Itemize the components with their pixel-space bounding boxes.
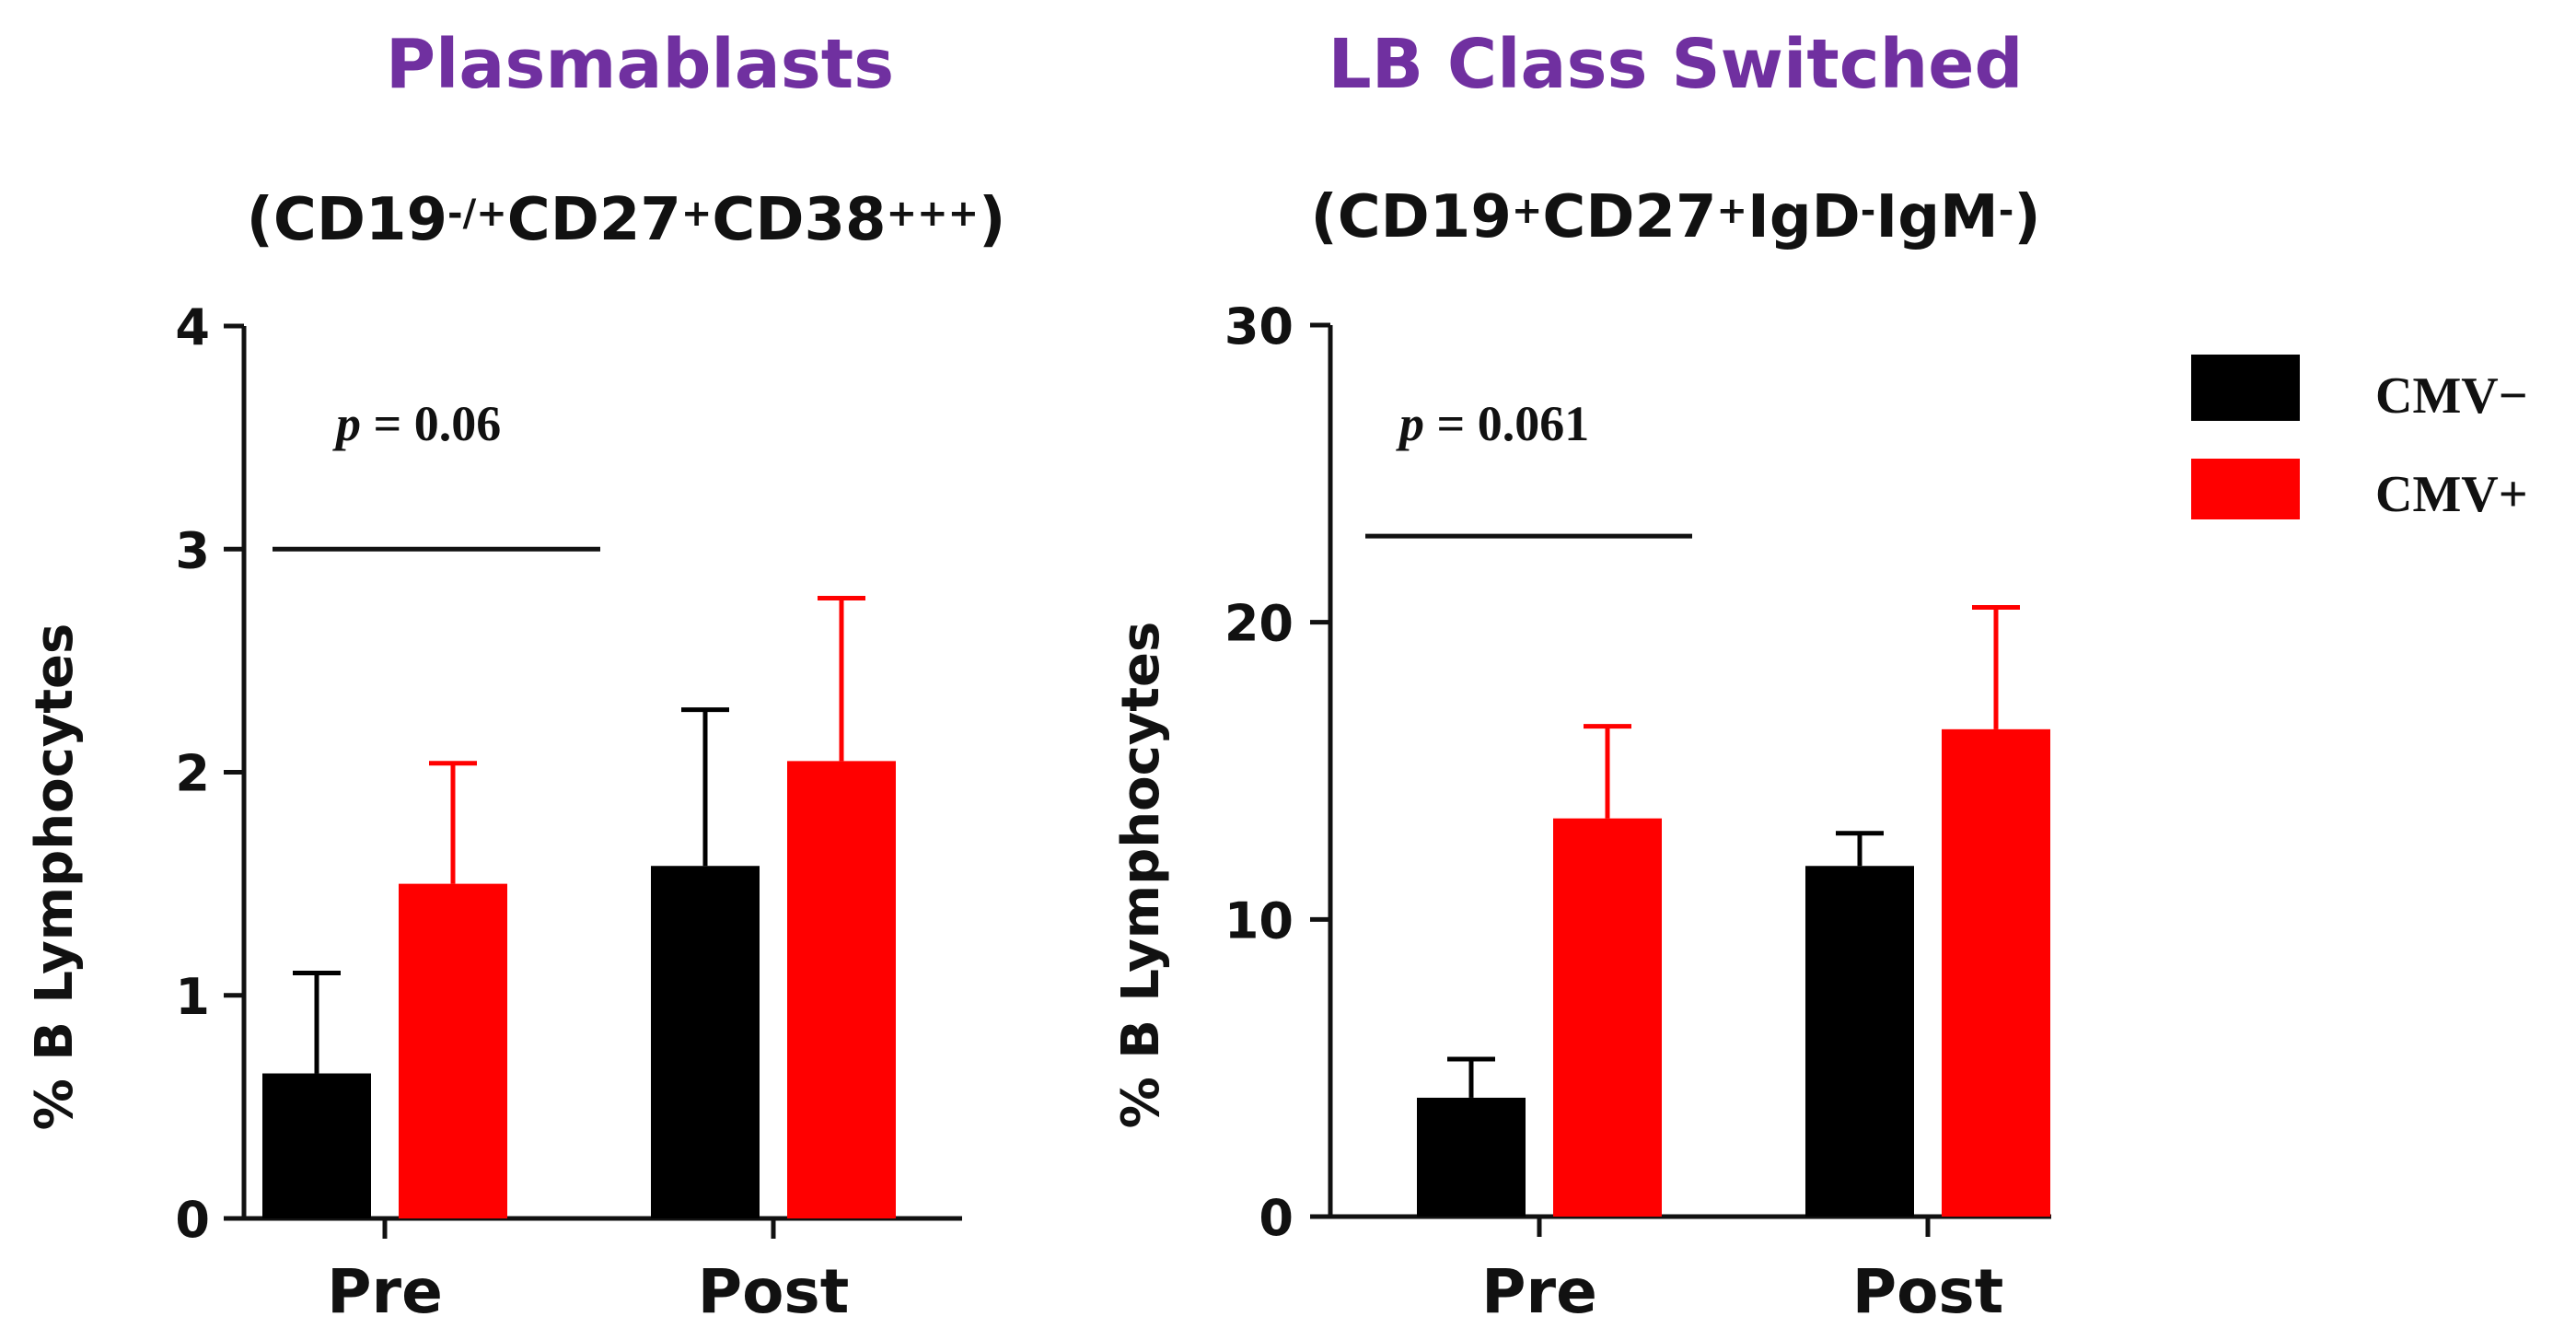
x-tick-label: Post [698, 1256, 850, 1327]
chart-subtitle: (CD19+CD27+IgD-IgM-) [1310, 183, 2040, 251]
y-tick-label: 10 [1224, 891, 1294, 950]
p-value-label: p = 0.06 [332, 396, 501, 451]
x-tick-label: Pre [1481, 1256, 1597, 1327]
legend-swatch-cmv-pos [2191, 459, 2300, 519]
chart-title: LB Class Switched [1329, 25, 2024, 104]
p-value-label: p = 0.061 [1396, 396, 1589, 451]
plot-area: 0 1 2 3 4 Pre Post p = 0.06 [175, 298, 962, 1327]
plot-area: 0 10 20 30 Pre Post p = 0.061 [1224, 297, 2051, 1327]
y-tick-label: 4 [175, 298, 210, 356]
bar-cmv_neg-pre [1417, 1097, 1526, 1217]
legend-label-cmv-pos: CMV+ [2375, 466, 2528, 523]
y-tick-label: 20 [1224, 595, 1294, 653]
bar-cmv_neg-post [651, 866, 760, 1218]
bar-cmv_pos-pre [399, 883, 507, 1218]
y-tick-label: 0 [175, 1191, 210, 1249]
chart-subtitle: (CD19-/+CD27+CD38+++) [247, 186, 1006, 254]
y-axis-label: % B Lymphocytes [1111, 622, 1171, 1129]
bar-cmv_pos-pre [1553, 818, 1662, 1217]
y-axis-label: % B Lymphocytes [25, 623, 85, 1131]
x-tick-label: Post [1852, 1256, 2004, 1327]
legend: CMV− CMV+ [2191, 355, 2528, 523]
bar-cmv_pos-post [787, 761, 896, 1218]
y-tick-label: 30 [1224, 297, 1294, 355]
y-tick-label: 3 [175, 521, 210, 579]
legend-swatch-cmv-neg [2191, 355, 2300, 421]
y-tick-label: 2 [175, 745, 210, 803]
y-tick-label: 0 [1259, 1189, 1294, 1247]
bar-cmv_neg-post [1805, 866, 1914, 1217]
chart-plasmablasts: Plasmablasts (CD19-/+CD27+CD38+++) % B L… [25, 25, 1005, 1327]
chart-lb-class-switched: LB Class Switched (CD19+CD27+IgD-IgM-) %… [1111, 25, 2051, 1327]
chart-title: Plasmablasts [386, 25, 894, 104]
x-tick-label: Pre [327, 1256, 443, 1327]
bar-cmv_neg-pre [262, 1073, 371, 1218]
y-tick-label: 1 [175, 968, 210, 1026]
bar-cmv_pos-post [1942, 728, 2050, 1217]
legend-label-cmv-neg: CMV− [2375, 367, 2528, 425]
